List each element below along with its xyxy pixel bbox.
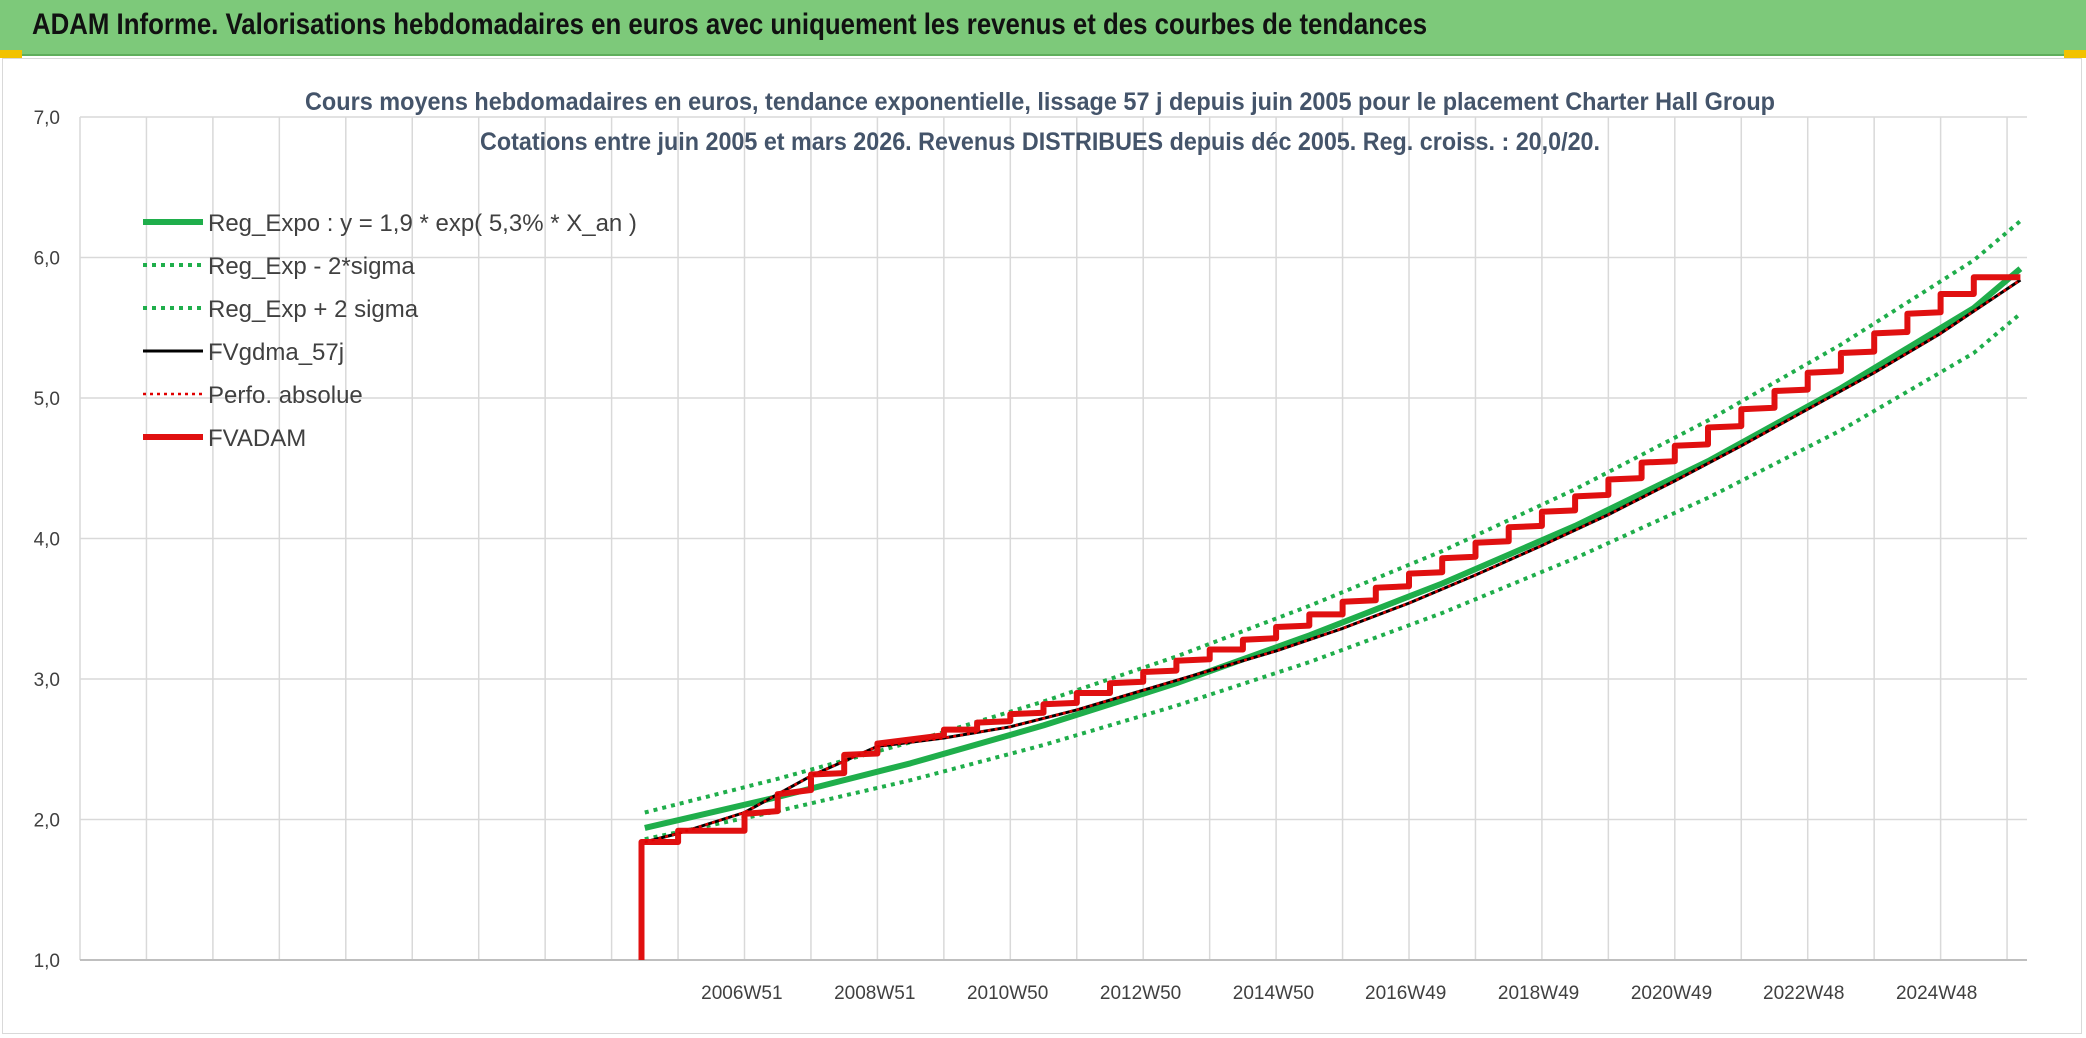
series-line-3 [644, 219, 2022, 815]
x-tick-label: 2012W50 [1100, 983, 1181, 1004]
grid-lines [79, 116, 2027, 961]
chart-title-line-1: Cours moyens hebdomadaires en euros, ten… [305, 88, 1775, 116]
legend-label: FVADAM [208, 425, 306, 452]
y-tick-label: 6,0 [34, 249, 60, 270]
chart-frame [2, 58, 2082, 1034]
y-tick-label: 4,0 [34, 530, 60, 551]
y-tick-label: 3,0 [34, 670, 60, 691]
legend-label: FVgdma_57j [208, 339, 344, 366]
legend-label: Reg_Expo : y = 1,9 * exp( 5,3% * X_an ) [208, 210, 637, 237]
header-banner: ADAM Informe. Valorisations hebdomadaire… [0, 0, 2086, 56]
legend: Reg_Expo : y = 1,9 * exp( 5,3% * X_an ) R… [143, 210, 637, 452]
x-tick-label: 2006W51 [701, 983, 782, 1004]
corner-marker-left [0, 50, 22, 58]
x-axis-ticks: 2006W51 2008W51 2010W50 2012W50 2014W50 2016W… [701, 983, 1977, 1004]
series-line-1 [644, 266, 2023, 831]
series-line-2 [644, 312, 2022, 842]
x-tick-label: 2016W49 [1365, 983, 1446, 1004]
y-tick-label: 5,0 [34, 389, 60, 410]
series-lines [638, 219, 2023, 960]
x-tick-label: 2010W50 [967, 983, 1048, 1004]
page-title: ADAM Informe. Valorisations hebdomadaire… [32, 8, 1428, 41]
y-tick-label: 7,0 [34, 108, 60, 129]
x-tick-label: 2014W50 [1233, 983, 1314, 1004]
y-tick-label: 1,0 [34, 951, 60, 972]
legend-label: Reg_Exp + 2 sigma [208, 296, 419, 323]
series-line-6 [638, 274, 2021, 960]
x-tick-label: 2018W49 [1498, 983, 1579, 1004]
x-tick-label: 2008W51 [834, 983, 915, 1004]
legend-label: Perfo. absolue [208, 382, 363, 409]
x-tick-label: 2022W48 [1763, 983, 1844, 1004]
y-tick-label: 2,0 [34, 811, 60, 832]
y-axis-ticks: 1,0 2,0 3,0 4,0 5,0 6,0 7,0 [34, 108, 60, 972]
x-tick-label: 2020W49 [1631, 983, 1712, 1004]
x-tick-label: 2024W48 [1896, 983, 1977, 1004]
corner-marker-right [2064, 50, 2086, 58]
series-line-4 [644, 278, 2022, 844]
legend-label: Reg_Exp - 2*sigma [208, 253, 415, 280]
chart-title-line-2: Cotations entre juin 2005 et mars 2026. … [480, 128, 1600, 156]
